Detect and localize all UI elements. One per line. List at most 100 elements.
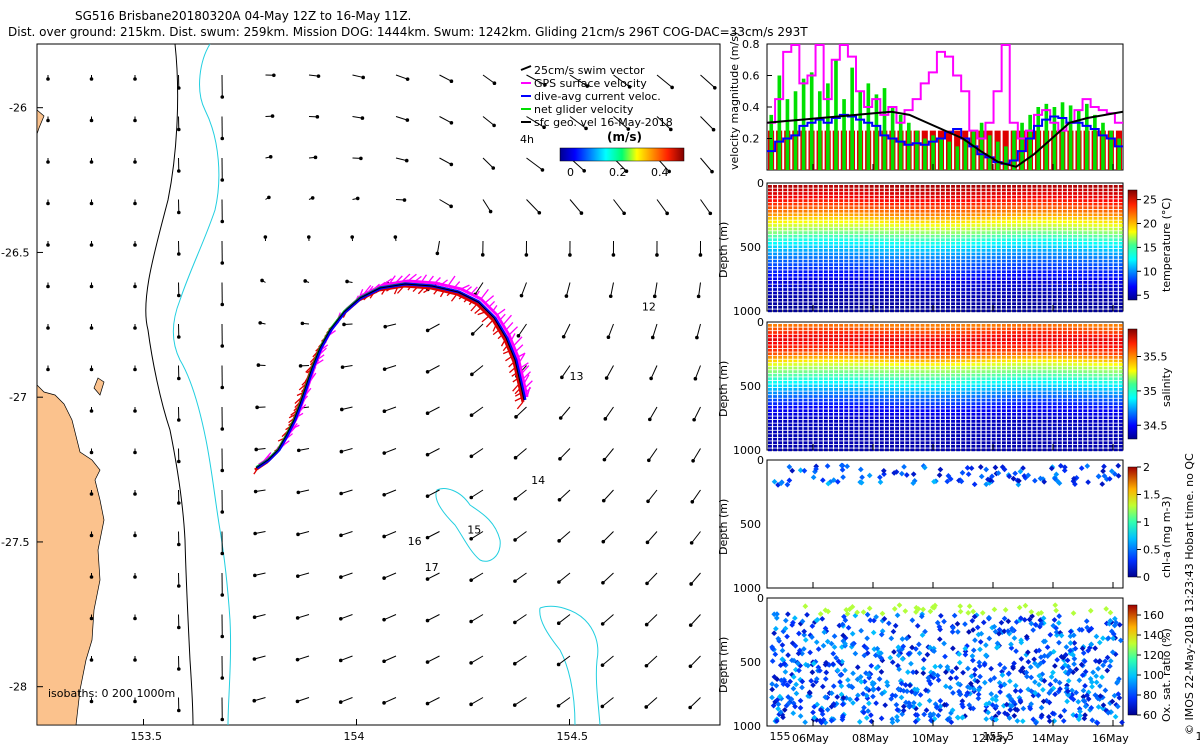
profile-cell bbox=[869, 427, 874, 430]
profile-cell bbox=[859, 448, 864, 452]
profile-cell bbox=[925, 256, 930, 259]
profile-cell bbox=[956, 412, 961, 416]
profile-cell bbox=[986, 241, 991, 245]
velocity-arrow bbox=[482, 116, 495, 126]
profile-cell bbox=[1012, 217, 1016, 220]
profile-cell bbox=[1118, 284, 1123, 288]
velocity-arrow-head bbox=[133, 77, 137, 81]
profile-cell bbox=[884, 380, 889, 384]
profile-cell bbox=[829, 409, 833, 413]
profile-cell bbox=[976, 199, 981, 202]
profile-cell bbox=[1118, 202, 1123, 206]
profile-cell bbox=[1012, 188, 1016, 192]
profile-cell bbox=[895, 395, 900, 398]
profile-cell bbox=[920, 270, 925, 274]
profile-cell bbox=[890, 224, 894, 227]
profile-cell bbox=[1093, 298, 1098, 302]
profile-cell bbox=[1073, 238, 1078, 242]
profile-cell bbox=[849, 284, 854, 288]
profile-cell bbox=[976, 416, 981, 420]
profile-cell bbox=[849, 441, 854, 445]
profile-cell bbox=[844, 363, 849, 366]
profile-cell bbox=[798, 391, 803, 395]
profile-cell bbox=[803, 324, 808, 327]
profile-cell bbox=[854, 348, 859, 352]
profile-cell bbox=[874, 266, 879, 270]
profile-cell bbox=[1052, 284, 1057, 288]
profile-cell bbox=[1073, 245, 1078, 249]
profile-cell bbox=[1103, 284, 1108, 288]
profile-cell bbox=[1022, 245, 1027, 249]
profile-cell bbox=[966, 420, 971, 423]
profile-cell bbox=[895, 427, 900, 430]
profile-cell bbox=[900, 380, 905, 384]
velocity-arrow-head bbox=[339, 575, 343, 579]
map-ytick-label: -26.5 bbox=[1, 246, 29, 259]
velocity-arrow-head bbox=[133, 367, 137, 372]
profile-cell bbox=[864, 241, 869, 245]
profile-cell bbox=[818, 245, 823, 249]
profile-cell bbox=[793, 252, 798, 256]
profile-cell bbox=[946, 366, 950, 370]
profile-cell bbox=[910, 234, 915, 238]
profile-cell bbox=[818, 185, 823, 188]
profile-cell bbox=[778, 434, 783, 437]
profile-cell bbox=[854, 256, 859, 259]
net-velocity-bar bbox=[995, 141, 1000, 170]
profile-cell bbox=[951, 373, 955, 377]
velocity-arrow-head bbox=[516, 334, 521, 338]
profile-cell bbox=[798, 217, 803, 220]
profile-cell bbox=[803, 370, 808, 373]
velocity-arrow bbox=[297, 614, 310, 619]
velocity-arrow bbox=[700, 74, 716, 89]
profile-cell bbox=[783, 284, 788, 288]
profile-cell bbox=[940, 263, 945, 266]
profile-cell bbox=[1073, 263, 1078, 266]
velocity-arrow-head bbox=[626, 127, 631, 131]
profile-cell bbox=[925, 309, 930, 313]
profile-cell bbox=[966, 398, 971, 402]
velocity-arrow-head bbox=[382, 576, 386, 580]
profile-cell bbox=[884, 234, 889, 238]
velocity-arrow-head bbox=[89, 450, 94, 455]
track-tick bbox=[488, 300, 496, 308]
profile-cell bbox=[793, 202, 798, 206]
profile-cell bbox=[981, 206, 986, 210]
profile-cell bbox=[915, 252, 920, 256]
profile-cell bbox=[773, 206, 777, 210]
profile-cell bbox=[879, 405, 884, 409]
profile-cell bbox=[976, 231, 981, 234]
profile-cell bbox=[905, 373, 910, 377]
velocity-arrow-head bbox=[298, 364, 303, 368]
profile-cell bbox=[839, 380, 844, 384]
profile-cell bbox=[971, 402, 976, 405]
profile-cell bbox=[813, 391, 818, 395]
profile-cell bbox=[915, 437, 920, 441]
profile-cell bbox=[895, 309, 900, 313]
profile-cell bbox=[854, 266, 859, 270]
profile-cell bbox=[829, 388, 833, 391]
profile-cell bbox=[895, 298, 900, 302]
profile-cell bbox=[1022, 256, 1027, 259]
profile-cell bbox=[768, 305, 772, 309]
profile-cell bbox=[808, 217, 813, 220]
profile-cell bbox=[1088, 259, 1093, 263]
profile-cell bbox=[956, 327, 961, 331]
profile-cell bbox=[818, 434, 823, 437]
profile-cell bbox=[956, 363, 961, 366]
profile-cell bbox=[895, 195, 900, 199]
profile-cell bbox=[890, 412, 894, 416]
profile-cell bbox=[803, 241, 808, 245]
profile-cell bbox=[798, 245, 803, 249]
profile-cell bbox=[808, 398, 813, 402]
profile-cell bbox=[1052, 277, 1057, 281]
profile-cell bbox=[793, 324, 798, 327]
profile-cell bbox=[986, 256, 991, 259]
profile-cell bbox=[813, 273, 818, 277]
profile-cell bbox=[1057, 273, 1062, 277]
profile-cell bbox=[1022, 185, 1027, 188]
profile-cell bbox=[788, 238, 793, 242]
profile-cell bbox=[788, 295, 793, 298]
profile-cell bbox=[1027, 234, 1032, 238]
profile-cell bbox=[829, 252, 833, 256]
